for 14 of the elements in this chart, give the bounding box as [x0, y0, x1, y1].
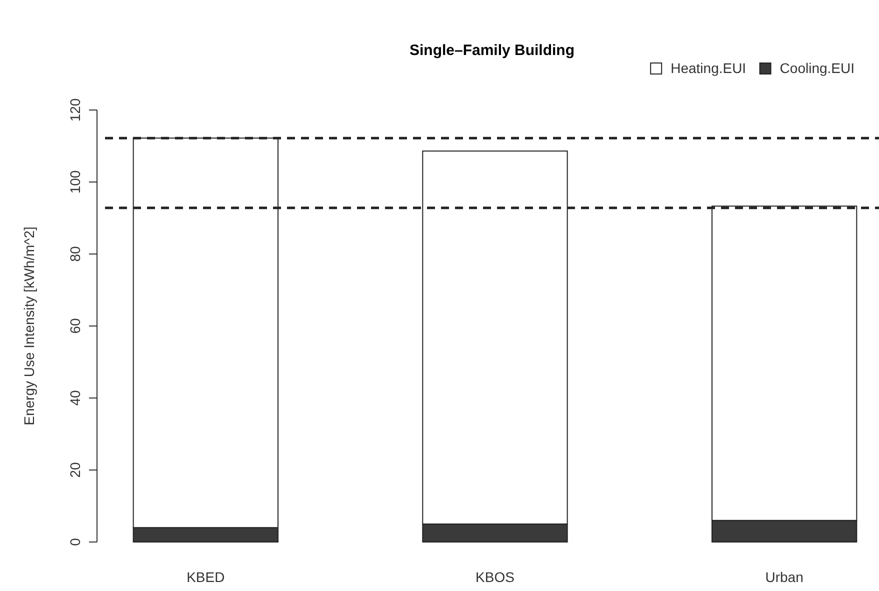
y-tick-label: 60: [66, 318, 83, 334]
x-tick-label: Urban: [765, 569, 804, 585]
y-tick-label: 80: [66, 246, 83, 262]
y-tick-label: 0: [66, 538, 83, 546]
x-tick-label: KBOS: [476, 569, 514, 585]
chart-title: Single–Family Building: [409, 42, 575, 59]
y-tick-label: 100: [66, 170, 83, 194]
y-tick-label: 40: [66, 390, 83, 406]
legend-label: Cooling.EUI: [780, 60, 855, 76]
x-tick-label: KBED: [186, 569, 225, 585]
legend-label: Heating.EUI: [670, 60, 746, 76]
y-tick-label: 20: [66, 462, 83, 478]
y-axis-title: Energy Use Intensity [kWh/m^2]: [21, 226, 37, 426]
y-tick-label: 120: [66, 98, 83, 122]
